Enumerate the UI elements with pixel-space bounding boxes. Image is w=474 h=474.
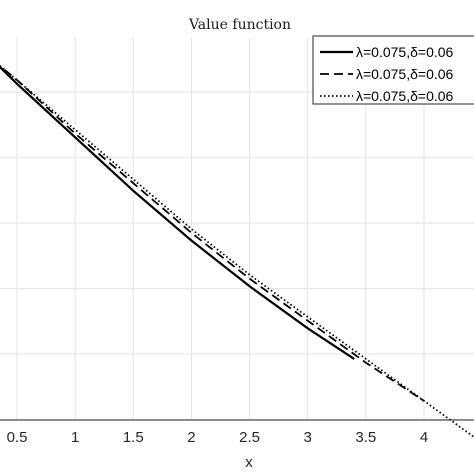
series-line-solid bbox=[0, 65, 355, 360]
chart-title: Value function bbox=[188, 17, 291, 33]
x-tick-labels: 0.511.522.533.544 bbox=[7, 429, 429, 446]
series-line-dashed bbox=[0, 64, 425, 402]
x-tick-label: 4 bbox=[420, 429, 428, 446]
legend-label: λ=0.075,δ=0.06 bbox=[356, 44, 454, 60]
legend-label: λ=0.075,δ=0.06 bbox=[356, 88, 454, 104]
x-tick-label: 2.5 bbox=[239, 429, 260, 446]
x-tick-label: 2 bbox=[187, 429, 195, 446]
x-axis-label: x bbox=[245, 454, 253, 471]
legend-label: λ=0.075,δ=0.06 bbox=[356, 66, 454, 82]
x-tick-label: 1 bbox=[71, 429, 79, 446]
x-tick-label: 3 bbox=[304, 429, 312, 446]
x-tick-label: 1.5 bbox=[123, 429, 144, 446]
legend: λ=0.075,δ=0.06 λ=0.075,δ=0.06 λ=0.075,δ=0.… bbox=[312, 35, 474, 105]
x-tick-label: 3.5 bbox=[355, 429, 376, 446]
x-tick-label: 0.5 bbox=[7, 429, 28, 446]
series-group bbox=[0, 64, 474, 439]
legend-box bbox=[312, 35, 474, 105]
series-line-dotted bbox=[0, 64, 474, 439]
